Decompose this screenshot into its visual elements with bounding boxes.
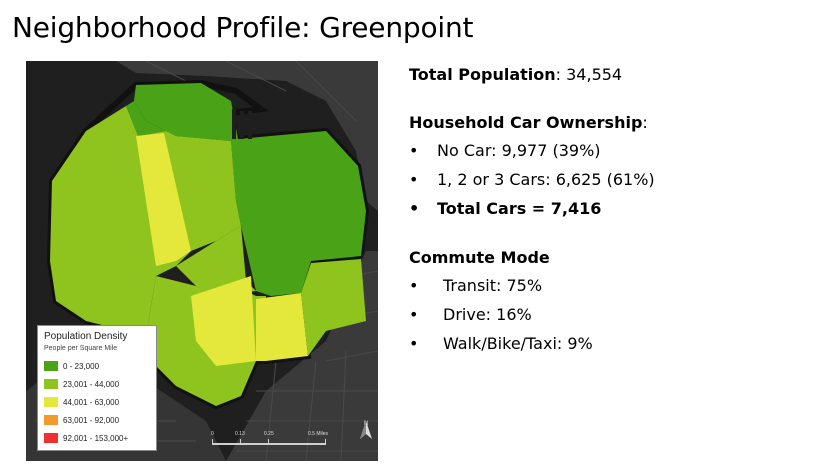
land-southeast <box>226 251 378 461</box>
land-north <box>116 61 378 211</box>
scale-tick <box>325 439 326 445</box>
population-label: Total Population <box>409 65 556 84</box>
legend-subtitle: People per Square Mile <box>44 345 118 352</box>
scale-label: 0 <box>211 431 214 437</box>
bullet: • <box>409 141 419 160</box>
legend-item: 63,001 - 92,000 <box>44 411 150 429</box>
scale-bar: 0 0.13 0.25 0.5 Miles <box>211 431 329 447</box>
car-heading-text: Household Car Ownership <box>409 113 643 132</box>
legend-item: 44,001 - 63,000 <box>44 393 150 411</box>
profile-stats: Total Population: 34,554 Household Car O… <box>409 62 819 358</box>
legend-item: 92,001 - 153,000+ <box>44 429 150 447</box>
bullet: • <box>409 276 419 295</box>
scale-label: 0.25 <box>264 431 274 437</box>
legend-swatch <box>44 379 58 389</box>
legend-item: 23,001 - 44,000 <box>44 375 150 393</box>
car-ownership-section: Household Car Ownership: • No Car: 9,977… <box>409 110 819 223</box>
page-title: Neighborhood Profile: Greenpoint <box>12 11 474 44</box>
scale-label: 0.13 <box>235 431 245 437</box>
commute-list: • Transit: 75% • Drive: 16% • Walk/Bike/… <box>409 271 819 358</box>
list-item-text: Drive: 16% <box>443 305 532 324</box>
list-item: • Total Cars = 7,416 <box>409 194 819 223</box>
density-zone-low <box>134 83 366 296</box>
total-population: Total Population: 34,554 <box>409 62 819 88</box>
legend-label: 44,001 - 63,000 <box>63 397 120 407</box>
bullet: • <box>409 199 420 218</box>
legend-swatch <box>44 415 58 425</box>
legend-label: 0 - 23,000 <box>63 361 100 371</box>
car-heading-suffix: : <box>642 113 648 132</box>
list-item: • Drive: 16% <box>409 300 819 329</box>
legend-item: 0 - 23,000 <box>44 357 150 375</box>
legend-swatch <box>44 361 58 371</box>
density-zone-high-3 <box>256 293 308 361</box>
legend-swatch <box>44 397 58 407</box>
scale-tick <box>212 439 213 445</box>
scale-label: 0.5 Miles <box>308 431 329 437</box>
bullet: • <box>409 334 419 353</box>
density-zone-high-2 <box>191 276 256 366</box>
density-zone-high-1 <box>136 133 191 266</box>
list-item-text: No Car: 9,977 (39%) <box>437 141 601 160</box>
north-arrow-icon: N <box>359 421 373 449</box>
list-item-text: Walk/Bike/Taxi: 9% <box>443 334 593 353</box>
bullet: • <box>409 305 419 324</box>
legend-label: 23,001 - 44,000 <box>63 379 120 389</box>
list-item-text: Transit: 75% <box>443 276 543 295</box>
population-density-map: Population Density People per Square Mil… <box>26 61 378 461</box>
north-arrow-glyph <box>360 421 372 439</box>
legend-label: 63,001 - 92,000 <box>63 415 120 425</box>
scale-tick <box>268 439 269 445</box>
bullet: • <box>409 170 419 189</box>
commute-heading: Commute Mode <box>409 248 550 267</box>
piers <box>232 109 252 139</box>
list-item: • 1, 2 or 3 Cars: 6,625 (61%) <box>409 165 819 194</box>
list-item: • Transit: 75% <box>409 271 819 300</box>
density-zone-medium-2 <box>176 226 256 293</box>
legend-label: 92,001 - 153,000+ <box>63 433 129 443</box>
list-item: • No Car: 9,977 (39%) <box>409 136 819 165</box>
scale-bar-line <box>212 443 326 445</box>
car-ownership-heading: Household Car Ownership: <box>409 110 819 136</box>
list-item-text: 1, 2 or 3 Cars: 6,625 (61%) <box>437 170 655 189</box>
legend-title: Population Density <box>44 331 128 342</box>
car-ownership-list: • No Car: 9,977 (39%) • 1, 2 or 3 Cars: … <box>409 136 819 223</box>
commute-section: Commute Mode • Transit: 75% • Drive: 16%… <box>409 245 819 358</box>
density-zone-medium <box>50 106 241 336</box>
legend-swatch <box>44 433 58 443</box>
list-item: • Walk/Bike/Taxi: 9% <box>409 329 819 358</box>
total-cars: Total Cars = 7,416 <box>437 199 602 218</box>
population-value: : 34,554 <box>555 65 623 84</box>
density-zone-low-2 <box>126 101 166 136</box>
scale-tick <box>240 439 241 445</box>
map-legend: Population Density People per Square Mil… <box>37 325 157 451</box>
density-zone-medium-4 <box>301 259 366 356</box>
